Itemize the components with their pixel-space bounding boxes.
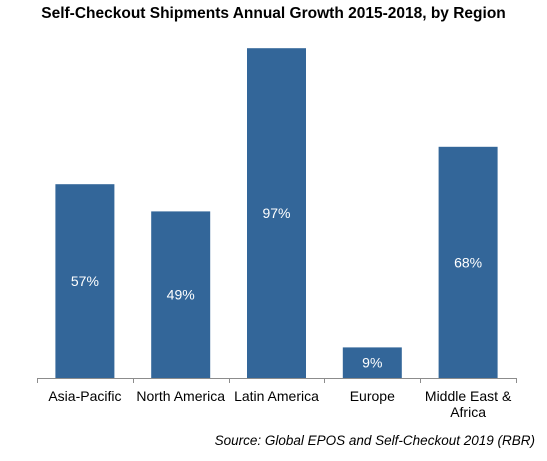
bar-series [55,48,498,378]
bar-4 [438,146,498,378]
x-tick-label-3: Europe [350,388,395,404]
x-tick-label-4: Middle East & Africa [425,388,512,420]
x-tick-label-0: Asia-Pacific [48,388,121,404]
bar-2 [247,48,306,378]
data-label-0: 57% [71,273,99,289]
x-axis [37,378,517,383]
data-labels: 57% 49% 97% 9% 68% [71,205,482,371]
bar-0 [55,184,115,378]
bar-3 [342,347,402,378]
data-label-4: 68% [454,254,482,270]
data-label-3: 9% [362,355,382,371]
x-tick-label-2: Latin America [234,388,319,404]
bar-1 [151,211,211,378]
data-label-1: 49% [167,287,195,303]
data-label-2: 97% [262,205,290,221]
source-note: Source: Global EPOS and Self-Checkout 20… [214,433,535,448]
x-tick-label-1: North America [136,388,225,404]
x-tick-labels: Asia-Pacific North America Latin America Eu… [48,388,512,420]
chart-title: Self-Checkout Shipments Annual Growth 20… [41,5,506,22]
